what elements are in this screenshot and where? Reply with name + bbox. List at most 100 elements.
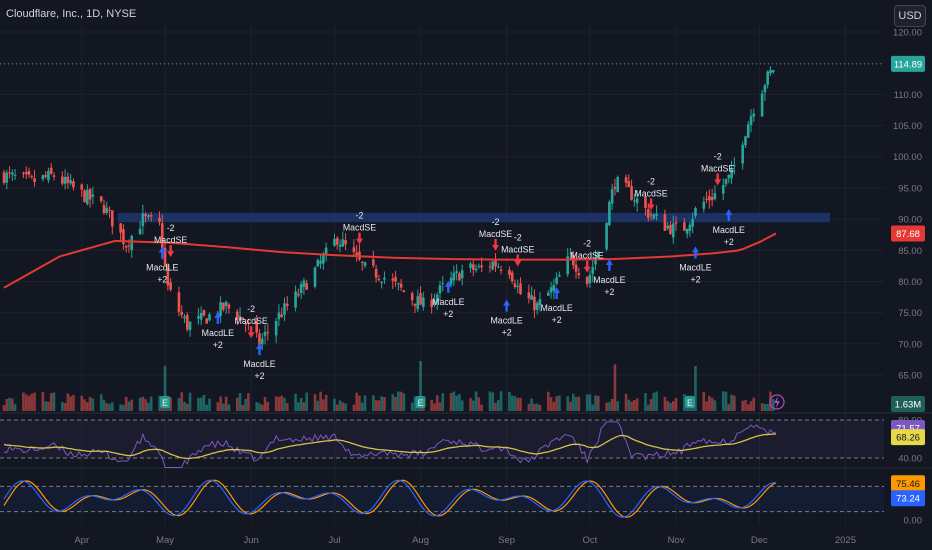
- volume-bar: [91, 398, 95, 411]
- volume-bar: [238, 393, 242, 411]
- volume-bar: [102, 399, 106, 411]
- candle-body: [122, 229, 125, 245]
- volume-bar: [741, 400, 744, 411]
- volume-bar: [649, 399, 653, 411]
- price-tick-label: 80.00: [898, 277, 922, 288]
- candle-body: [338, 244, 342, 247]
- volume-bar: [83, 399, 86, 411]
- candle-body: [169, 282, 172, 290]
- volume-bar: [458, 393, 461, 411]
- volume-bar: [274, 396, 278, 411]
- candle-body: [333, 238, 336, 246]
- volume-bar: [61, 401, 64, 411]
- candle-body: [633, 200, 636, 202]
- candle-body: [533, 296, 536, 311]
- volume-bar: [469, 398, 472, 411]
- candle-body: [72, 181, 75, 188]
- candle-body: [324, 247, 328, 255]
- candle-body: [355, 252, 358, 255]
- candle-body: [430, 299, 433, 308]
- volume-bar: [710, 397, 714, 411]
- lightning-ring: [769, 394, 785, 410]
- candle-body: [372, 259, 375, 266]
- candle-body: [608, 202, 611, 226]
- candle-body: [52, 175, 56, 177]
- time-tick-label: Aug: [412, 535, 429, 546]
- time-tick-label: Apr: [74, 535, 89, 546]
- candle-body: [80, 184, 84, 190]
- candle-body: [683, 222, 686, 231]
- volume-bar: [571, 393, 575, 411]
- arrow-up-icon: [691, 246, 699, 259]
- volume-bar: [752, 397, 756, 411]
- volume-bar: [494, 402, 497, 411]
- candle-body: [452, 272, 456, 281]
- price-tick-label: 85.00: [898, 246, 922, 257]
- candle-body: [588, 274, 592, 284]
- candle-body: [208, 314, 211, 321]
- volume-bar: [530, 398, 533, 411]
- earnings-icon: E: [684, 396, 695, 408]
- candle-body: [111, 210, 114, 227]
- candle-body: [530, 295, 533, 300]
- candle-body: [397, 283, 400, 285]
- candle-body: [30, 176, 34, 178]
- symbol-title[interactable]: Cloudflare, Inc., 1D, NYSE: [6, 8, 137, 20]
- arrow-down-icon: [514, 254, 522, 267]
- candle-body: [549, 287, 553, 293]
- rsi-band: [0, 420, 884, 458]
- candle-body: [283, 303, 286, 315]
- volume-bar: [222, 403, 225, 411]
- candle-body: [499, 269, 503, 272]
- volume-bar: [380, 396, 383, 411]
- candle-body: [491, 261, 495, 270]
- volume-bar: [263, 396, 267, 411]
- candle-body: [377, 278, 381, 280]
- signal-value: -2: [247, 304, 255, 314]
- rsi-pane: [0, 419, 884, 468]
- volume-bar: [538, 404, 542, 411]
- volume-bar: [352, 404, 356, 411]
- volume-bar: [749, 401, 753, 411]
- candle-body: [721, 185, 725, 194]
- volume-bar: [185, 403, 189, 411]
- ma-tag: 87.68: [891, 225, 925, 242]
- volume-bar: [202, 394, 206, 411]
- candle-body: [691, 218, 694, 227]
- candle-body: [147, 215, 150, 217]
- volume-bar: [435, 395, 439, 411]
- arrow-down-icon: [247, 326, 255, 339]
- volume-bar: [605, 402, 608, 411]
- volume-bar: [2, 404, 6, 411]
- signal-value: +2: [724, 237, 734, 247]
- time-tick-label: May: [156, 535, 174, 546]
- volume-bar: [355, 392, 358, 411]
- candle-body: [88, 189, 92, 200]
- volume-bar: [138, 397, 142, 411]
- candle-body: [519, 283, 522, 295]
- candle-body: [33, 178, 36, 182]
- candle-body: [558, 275, 561, 277]
- candle-body: [102, 204, 106, 213]
- candle-body: [769, 69, 772, 74]
- volume-bar: [555, 396, 558, 411]
- rsi-ma-line: [3, 433, 777, 460]
- signal-label: MacdSE: [479, 229, 512, 239]
- volume-bar: [244, 398, 247, 411]
- volume-bar: [283, 397, 286, 411]
- volume-bar: [460, 400, 464, 411]
- short-signal: -2 MacdSE: [501, 233, 534, 267]
- signal-value: +2: [604, 287, 614, 297]
- arrow-down-icon: [355, 232, 363, 245]
- signal-label: MacdLE: [432, 297, 464, 307]
- volume-bar: [80, 395, 84, 411]
- currency-button[interactable]: USD: [894, 5, 926, 27]
- price-tick-label: 65.00: [898, 371, 922, 382]
- volume-bar: [197, 397, 200, 411]
- short-signal: -2 MacdSE: [634, 176, 668, 211]
- volume-bar: [646, 404, 650, 411]
- candle-body: [258, 333, 261, 347]
- candle-body: [569, 252, 572, 254]
- candle-body: [605, 223, 608, 250]
